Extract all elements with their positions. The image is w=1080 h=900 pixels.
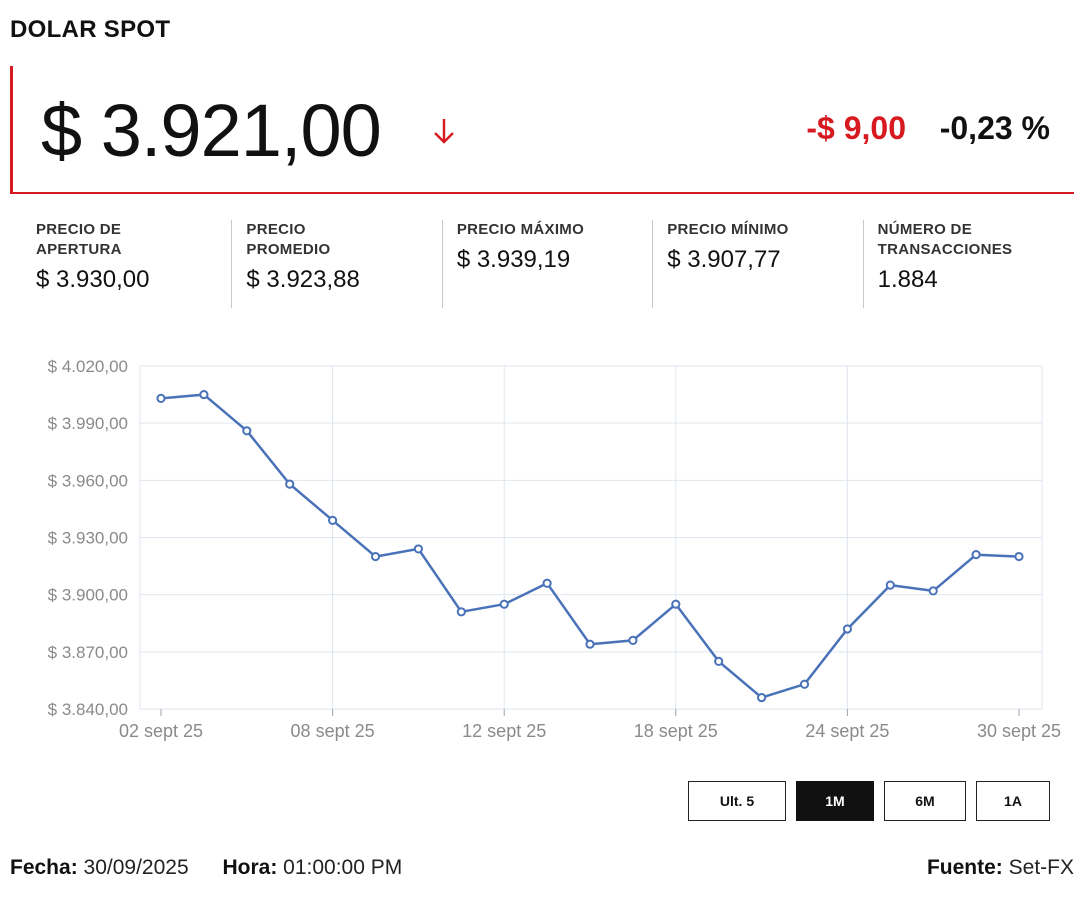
- data-point: [499, 599, 509, 609]
- fuente-value: Set-FX: [1008, 856, 1074, 879]
- stat-value: $ 3.939,19: [456, 246, 571, 273]
- current-price: $ 3.921,00: [41, 89, 382, 172]
- stat-value: $ 3.907,77: [667, 246, 781, 273]
- data-point: [585, 639, 595, 649]
- stat-label: PRECIO PROMEDIO: [246, 221, 331, 258]
- stat-value: 1.884: [877, 266, 938, 293]
- x-tick-label: 08 sept 25: [291, 721, 375, 741]
- stat-promedio: PRECIO PROMEDIO $ 3.923,88: [232, 220, 443, 308]
- data-point: [714, 656, 724, 666]
- stat-label: PRECIO MÍNIMO: [667, 221, 789, 238]
- price-change-percent: -0,23 %: [939, 110, 1050, 146]
- data-point: [242, 426, 252, 436]
- hora-value: 01:00:00 PM: [283, 856, 403, 879]
- stat-maximo: PRECIO MÁXIMO $ 3.939,19: [443, 220, 654, 308]
- data-point: [285, 479, 295, 489]
- data-point: [928, 586, 938, 596]
- stat-minimo: PRECIO MÍNIMO $ 3.907,77: [653, 220, 864, 308]
- data-point: [799, 679, 810, 689]
- stat-label: PRECIO DE APERTURA: [36, 221, 122, 258]
- price-change: -$ 9,00: [806, 110, 906, 146]
- data-point: [328, 515, 338, 525]
- stat-label: PRECIO MÁXIMO: [456, 221, 585, 238]
- data-point: [199, 389, 209, 400]
- stats-row: PRECIO DE APERTURA $ 3.930,00 PRECIO PRO…: [22, 220, 1074, 310]
- stat-value: $ 3.930,00: [36, 266, 150, 293]
- x-tick-label: 24 sept 25: [805, 721, 889, 741]
- y-tick-label: $ 3.870,00: [48, 643, 128, 662]
- x-tick-label: 12 sept 25: [462, 721, 546, 741]
- hora-label: Hora:: [222, 856, 278, 879]
- range-button-1m[interactable]: 1M: [796, 781, 874, 821]
- y-tick-label: $ 3.900,00: [48, 586, 128, 605]
- data-point: [842, 624, 853, 634]
- data-point: [456, 607, 466, 617]
- range-button-1a[interactable]: 1A: [976, 781, 1050, 821]
- data-point: [671, 599, 681, 609]
- range-button-ult5[interactable]: Ult. 5: [688, 781, 786, 821]
- x-tick-label: 30 sept 25: [977, 721, 1061, 741]
- data-point: [542, 578, 552, 588]
- stat-apertura: PRECIO DE APERTURA $ 3.930,00: [22, 220, 233, 308]
- price-panel: $ 3.921,00 -$ 9,00 -0,23 %: [10, 66, 1074, 194]
- stat-value: $ 3.923,88: [246, 266, 360, 293]
- y-tick-label: $ 3.960,00: [48, 471, 128, 490]
- arrow-down-icon: [434, 119, 454, 144]
- data-point: [628, 635, 638, 645]
- data-point: [757, 692, 767, 703]
- data-point: [413, 544, 423, 554]
- data-point: [971, 550, 981, 560]
- fecha-label: Fecha:: [10, 856, 78, 879]
- page-title: DOLAR SPOT: [10, 16, 171, 43]
- y-tick-label: $ 3.840,00: [48, 700, 128, 719]
- stat-label: NÚMERO DE TRANSACCIONES: [877, 221, 1013, 258]
- data-point: [885, 580, 895, 590]
- x-tick-label: 02 sept 25: [119, 721, 203, 741]
- y-tick-label: $ 3.990,00: [48, 414, 128, 433]
- data-point: [370, 551, 381, 562]
- fuente-label: Fuente:: [926, 856, 1003, 879]
- y-tick-label: $ 4.020,00: [48, 357, 128, 376]
- range-button-6m[interactable]: 6M: [884, 781, 966, 821]
- stat-transacciones: NÚMERO DE TRANSACCIONES 1.884: [864, 220, 1074, 308]
- y-tick-label: $ 3.930,00: [48, 529, 128, 548]
- data-point: [156, 393, 166, 403]
- footer-datetime: Fecha: 30/09/2025 Hora: 01:00:00 PM: [10, 856, 402, 880]
- range-selector: Ult. 5 1M 6M 1A: [688, 781, 1050, 821]
- price-line-chart: $ 3.840,00 $ 3.870,00 $ 3.900,00 $ 3.930,00…: [48, 357, 1061, 741]
- data-point: [1014, 551, 1024, 562]
- fecha-value: 30/09/2025: [83, 856, 189, 879]
- x-tick-label: 18 sept 25: [634, 721, 718, 741]
- footer-source: Fuente: Set-FX: [927, 856, 1074, 880]
